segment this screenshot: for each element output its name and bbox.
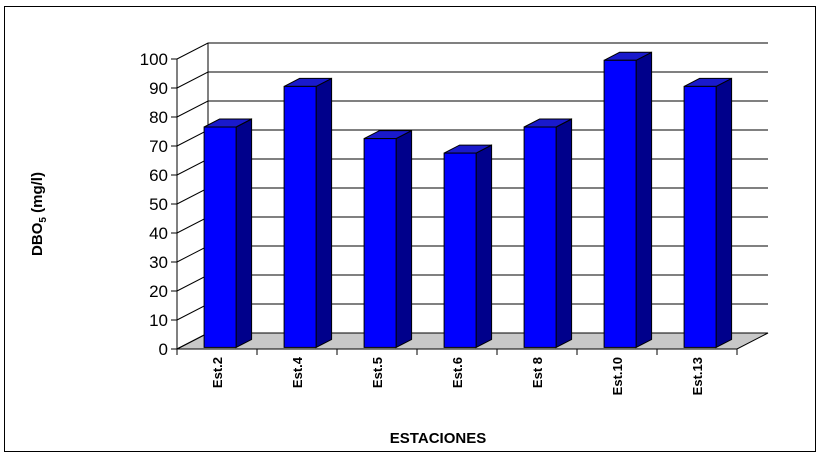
y-tick-label: 90 — [149, 79, 168, 98]
gridline — [176, 129, 768, 147]
bar — [203, 118, 253, 349]
gridline — [176, 42, 768, 60]
y-tick-label: 40 — [149, 224, 168, 243]
bar — [683, 77, 733, 349]
x-tick-label: Est.4 — [290, 356, 305, 388]
y-tick-label: 50 — [149, 195, 168, 214]
bar — [363, 129, 413, 349]
y-tick-label: 80 — [149, 108, 168, 127]
y-tick-label: 30 — [149, 253, 168, 272]
x-tick-label: Est 8 — [530, 357, 545, 388]
bar — [283, 77, 333, 349]
chart-frame: 0 10 20 30 40 50 60 70 80 90 100 Est.2 Est.4 Est.5 Es… — [4, 6, 816, 452]
y-tick-label: 70 — [149, 137, 168, 156]
gridline — [176, 71, 768, 89]
y-tick-label: 60 — [149, 166, 168, 185]
bar — [603, 51, 653, 349]
y-tick-label: 10 — [149, 311, 168, 330]
x-tick-label: Est.10 — [610, 357, 625, 395]
gridline — [176, 100, 768, 118]
bar-chart: 0 10 20 30 40 50 60 70 80 90 100 Est.2 Est.4 Est.5 Es… — [29, 42, 769, 447]
x-tick-label: Est.6 — [450, 357, 465, 388]
x-tick-label: Est.13 — [690, 357, 705, 395]
bar — [443, 144, 493, 349]
y-tick-label: 100 — [140, 50, 168, 69]
x-axis-title: ESTACIONES — [390, 430, 486, 447]
y-tick-label: 20 — [149, 282, 168, 301]
x-tick-label: Est.5 — [370, 357, 385, 388]
x-tick-label: Est.2 — [210, 357, 225, 388]
y-tick-label: 0 — [159, 340, 168, 359]
y-axis-title: DBO5 (mg/l) — [29, 172, 49, 256]
bar — [523, 118, 573, 349]
